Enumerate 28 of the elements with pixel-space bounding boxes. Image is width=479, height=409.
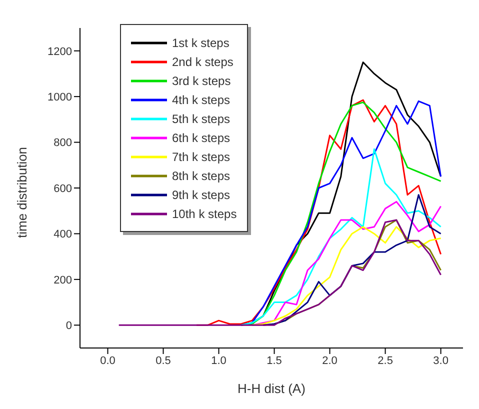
x-axis-title: H-H dist (A): [238, 381, 306, 396]
legend-label: 9th k steps: [172, 188, 230, 202]
y-tick-label: 1000: [48, 91, 72, 104]
x-tick-label: 0.0: [100, 354, 116, 367]
x-tick-label: 2.5: [378, 354, 393, 367]
legend-label: 6th k steps: [172, 130, 230, 144]
y-tick-label: 1200: [48, 46, 72, 58]
y-tick-label: 800: [54, 137, 72, 150]
y-tick-label: 600: [54, 182, 72, 195]
legend-label: 4th k steps: [172, 92, 230, 106]
y-tick-label: 0: [66, 320, 72, 332]
legend-label: 7th k steps: [172, 150, 230, 164]
y-tick-label: 200: [54, 274, 72, 286]
x-tick-label: 2.0: [322, 354, 338, 367]
x-tick-label: 1.0: [211, 354, 226, 367]
x-tick-label: 0.5: [156, 354, 171, 367]
legend-label: 1st k steps: [172, 36, 230, 50]
legend-label: 3rd k steps: [172, 74, 231, 88]
legend-label: 8th k steps: [172, 168, 230, 182]
line-series: [118, 219, 442, 326]
legend-label: 10th k steps: [172, 206, 237, 220]
x-tick-label: 3.0: [433, 354, 448, 367]
legend-label: 5th k steps: [172, 112, 230, 126]
y-tick-label: 400: [54, 228, 72, 241]
line-series: [240, 148, 442, 326]
y-axis-title: time distribution: [14, 146, 30, 238]
legend-label: 2nd k steps: [172, 54, 234, 68]
x-tick-label: 1.5: [266, 354, 282, 367]
